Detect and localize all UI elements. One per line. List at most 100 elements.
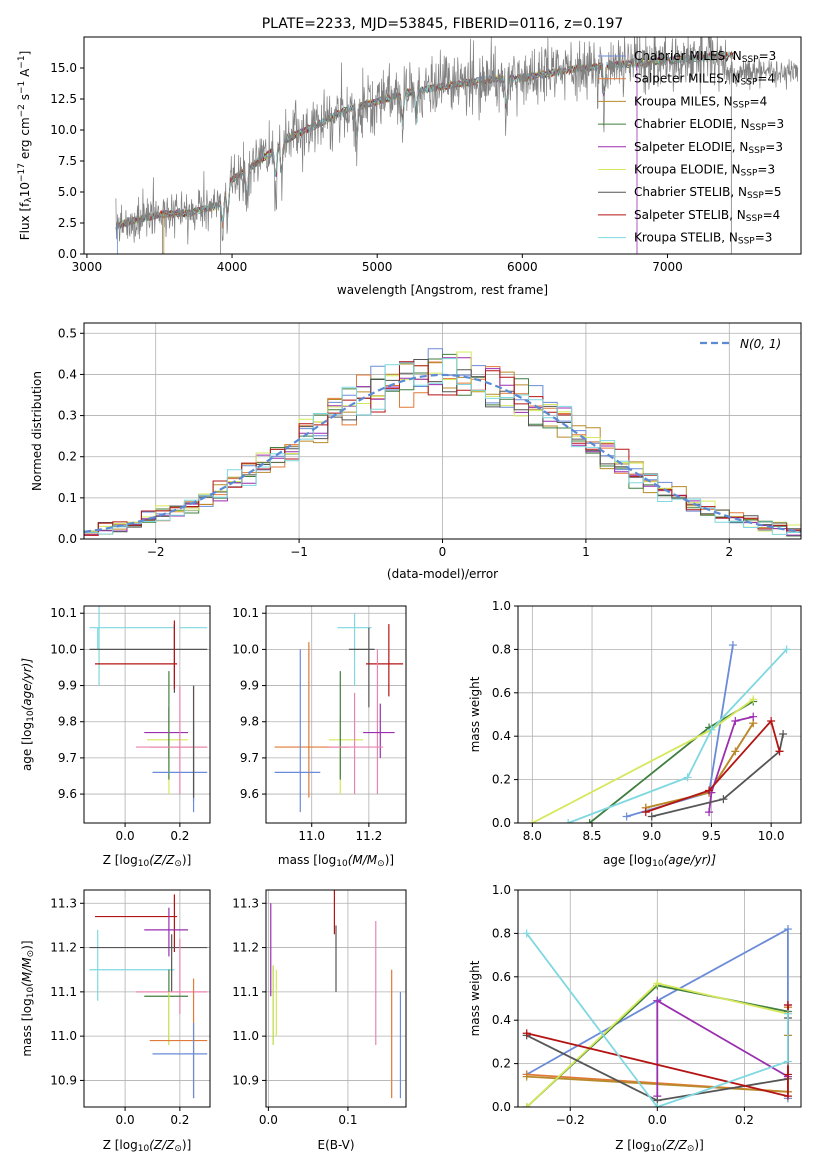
errorbar-point — [89, 606, 175, 686]
plus-marker — [783, 1001, 792, 1010]
label-part: Salpeter MILES, N — [634, 72, 741, 86]
series-line-kroupa-miles — [645, 722, 754, 809]
x-axis-label: age [log10(age/yr)] — [603, 853, 716, 869]
label-part: Kroupa STELIB, N — [634, 231, 738, 245]
plus-marker — [731, 747, 740, 756]
y-tick-label: 11.0 — [232, 1029, 259, 1043]
y-tick-label: 11.1 — [232, 985, 259, 999]
errorbar-point — [363, 703, 395, 758]
errorbar-point — [144, 707, 189, 758]
label-part: ⊙ — [687, 1144, 695, 1154]
x-tick-label: 0.0 — [648, 1113, 667, 1127]
plus-marker — [775, 747, 784, 756]
errorbar-point — [89, 624, 208, 693]
label-part: mass [log — [20, 998, 34, 1056]
legend-label: Salpeter ELODIE, NSSP=3 — [634, 140, 783, 156]
y-tick-label: 9.9 — [58, 679, 77, 693]
y-tick-label: 0.0 — [58, 247, 77, 261]
errorbar-point — [147, 718, 189, 795]
errorbar-point — [149, 685, 208, 802]
y-tick-label: 10.0 — [232, 642, 259, 656]
x-axis-label: Z [log10(Z/Z⊙)] — [103, 1138, 192, 1154]
errorbar-point — [89, 934, 208, 992]
errorbar-point — [94, 620, 178, 690]
label-part: A — [18, 68, 32, 81]
errorbar-point — [144, 907, 189, 957]
y-tick-label: 10.1 — [232, 606, 259, 620]
plus-marker — [719, 795, 728, 804]
label-part: (M/M — [20, 957, 34, 987]
y-tick-label: 11.1 — [50, 985, 77, 999]
x-tick-label: 0.2 — [170, 829, 189, 843]
x-axis-label: (data-model)/error — [387, 567, 498, 581]
label-part: Chabrier STELIB, N — [634, 185, 747, 199]
plot-area — [115, 37, 799, 254]
y-tick-label: 9.7 — [240, 751, 259, 765]
errorbar-point — [348, 627, 375, 708]
label-part: =4 — [750, 94, 768, 108]
series-line-salpeter-stelib — [645, 719, 781, 813]
legend-label: Chabrier MILES, NSSP=3 — [634, 49, 776, 65]
plus-marker — [622, 812, 631, 821]
x-tick-label: 0.2 — [735, 1113, 754, 1127]
label-part: ⊙ — [174, 1144, 182, 1154]
y-tick-label: 0.1 — [58, 491, 77, 505]
label-part: Z [log — [103, 1138, 138, 1152]
y-tick-label: 12.5 — [50, 92, 77, 106]
errorbar-point — [144, 969, 189, 1045]
label-part: )] — [20, 940, 34, 949]
errorbar-point — [274, 649, 321, 813]
x-axis-label: Z [log10(Z/Z⊙)] — [615, 1138, 704, 1154]
axes-frame — [517, 889, 802, 1108]
plot-area — [518, 606, 801, 823]
plus-marker — [783, 1092, 792, 1101]
errorbar-point — [89, 929, 175, 1001]
axes-mass-vs-Z: 0.0 0.210.911.011.111.211.3Z [log10(Z/Z⊙)… — [20, 889, 211, 1154]
label-part: Z [log — [103, 853, 138, 867]
plus-marker — [653, 979, 662, 988]
x-tick-label: 9.0 — [642, 829, 661, 843]
label-part: ⊙ — [174, 859, 182, 869]
y-tick-label: 2.5 — [58, 216, 77, 230]
x-tick-label: 0.0 — [116, 1113, 135, 1127]
y-tick-label: 15.0 — [50, 61, 77, 75]
y-tick-label: 10.1 — [50, 606, 77, 620]
y-tick-label: 11.2 — [232, 941, 259, 955]
x-tick-label: −0.2 — [556, 1113, 585, 1127]
axes-mass-weight-vs-age: 8.0 8.5 9.0 9.5 10.0 0.0 0.2 0.4 0.6 0.8 1.0 mass w… — [468, 599, 802, 869]
plus-marker — [528, 819, 537, 823]
label-part: (Z/Z — [149, 1138, 175, 1152]
y-tick-label: 0.6 — [492, 686, 511, 700]
axes-frame — [83, 36, 802, 255]
plus-marker — [585, 819, 594, 823]
y-tick-label: 0.5 — [58, 326, 77, 340]
plus-marker — [705, 808, 714, 817]
label-part: 10 — [18, 182, 32, 197]
legend-label: Kroupa MILES, NSSP=4 — [634, 94, 767, 110]
label-part: =3 — [765, 140, 783, 154]
errorbar-point — [97, 627, 208, 650]
label-part: Kroupa MILES, N — [634, 94, 733, 108]
x-axis-label: E(B-V) — [317, 1138, 354, 1152]
axes-age-vs-Z: 0.0 0.29.69.79.89.910.010.1Z [log10(Z/Z⊙)… — [20, 605, 211, 869]
y-tick-label: 0.4 — [58, 367, 77, 381]
label-part: s — [18, 94, 32, 104]
x-tick-label: 8.5 — [582, 829, 601, 843]
label-part: SSP — [741, 78, 758, 88]
axes-residual-histogram: −2 −1 0 1 2 0.0 0.1 0.2 0.3 0.4 0.5 (data-model)/er… — [30, 322, 802, 581]
plus-marker — [653, 996, 662, 1005]
x-tick-label: 0.0 — [259, 1113, 278, 1127]
plus-marker — [705, 786, 714, 795]
plot-area — [266, 890, 406, 1107]
y-tick-label: 0.4 — [492, 1013, 511, 1027]
label-part: 10 — [652, 859, 664, 869]
y-tick-label: 0.3 — [58, 409, 77, 423]
label-part: −1 — [17, 81, 27, 94]
observed-spectrum — [115, 37, 799, 245]
axes-frame — [517, 605, 802, 824]
y-tick-label: 0.0 — [58, 532, 77, 546]
label-part: ⊙ — [377, 859, 385, 869]
y-tick-label: 0.2 — [492, 1057, 511, 1071]
label-part: )] — [182, 1138, 191, 1152]
